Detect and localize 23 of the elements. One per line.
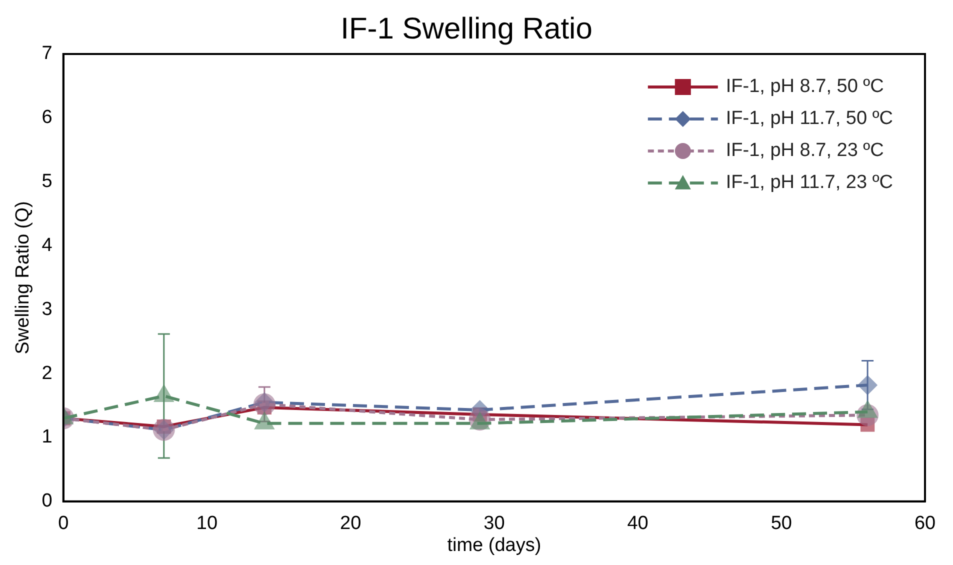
- y-axis-title: Swelling Ratio (Q): [12, 201, 34, 354]
- legend-label: IF-1, pH 8.7, 23 ºC: [726, 140, 884, 162]
- x-tick-label: 20: [340, 513, 362, 534]
- legend-label: IF-1, pH 11.7, 23 ºC: [726, 172, 894, 194]
- x-tick-label: 60: [914, 513, 936, 534]
- legend-label: IF-1, pH 11.7, 50 ºC: [726, 108, 894, 130]
- y-tick-label: 3: [42, 298, 52, 320]
- x-axis-title: time (days): [447, 534, 542, 556]
- y-tick-label: 7: [42, 43, 52, 64]
- y-tick-label: 2: [42, 362, 52, 384]
- y-tick-label: 4: [42, 234, 53, 256]
- y-tick-label: 0: [42, 490, 52, 512]
- x-tick-label: 40: [627, 513, 648, 534]
- y-tick-label: 1: [42, 426, 52, 448]
- legend-label: IF-1, pH 8.7, 50 ºC: [726, 76, 884, 98]
- y-tick-label: 5: [42, 171, 52, 192]
- point: [858, 375, 878, 396]
- x-tick-label: 10: [196, 513, 218, 534]
- y-tick-label: 6: [42, 107, 52, 128]
- x-tick-label: 50: [770, 513, 792, 534]
- x-tick-label: 0: [58, 513, 69, 534]
- x-tick-label: 30: [484, 513, 505, 534]
- chart-title: IF-1 Swelling Ratio: [340, 12, 592, 46]
